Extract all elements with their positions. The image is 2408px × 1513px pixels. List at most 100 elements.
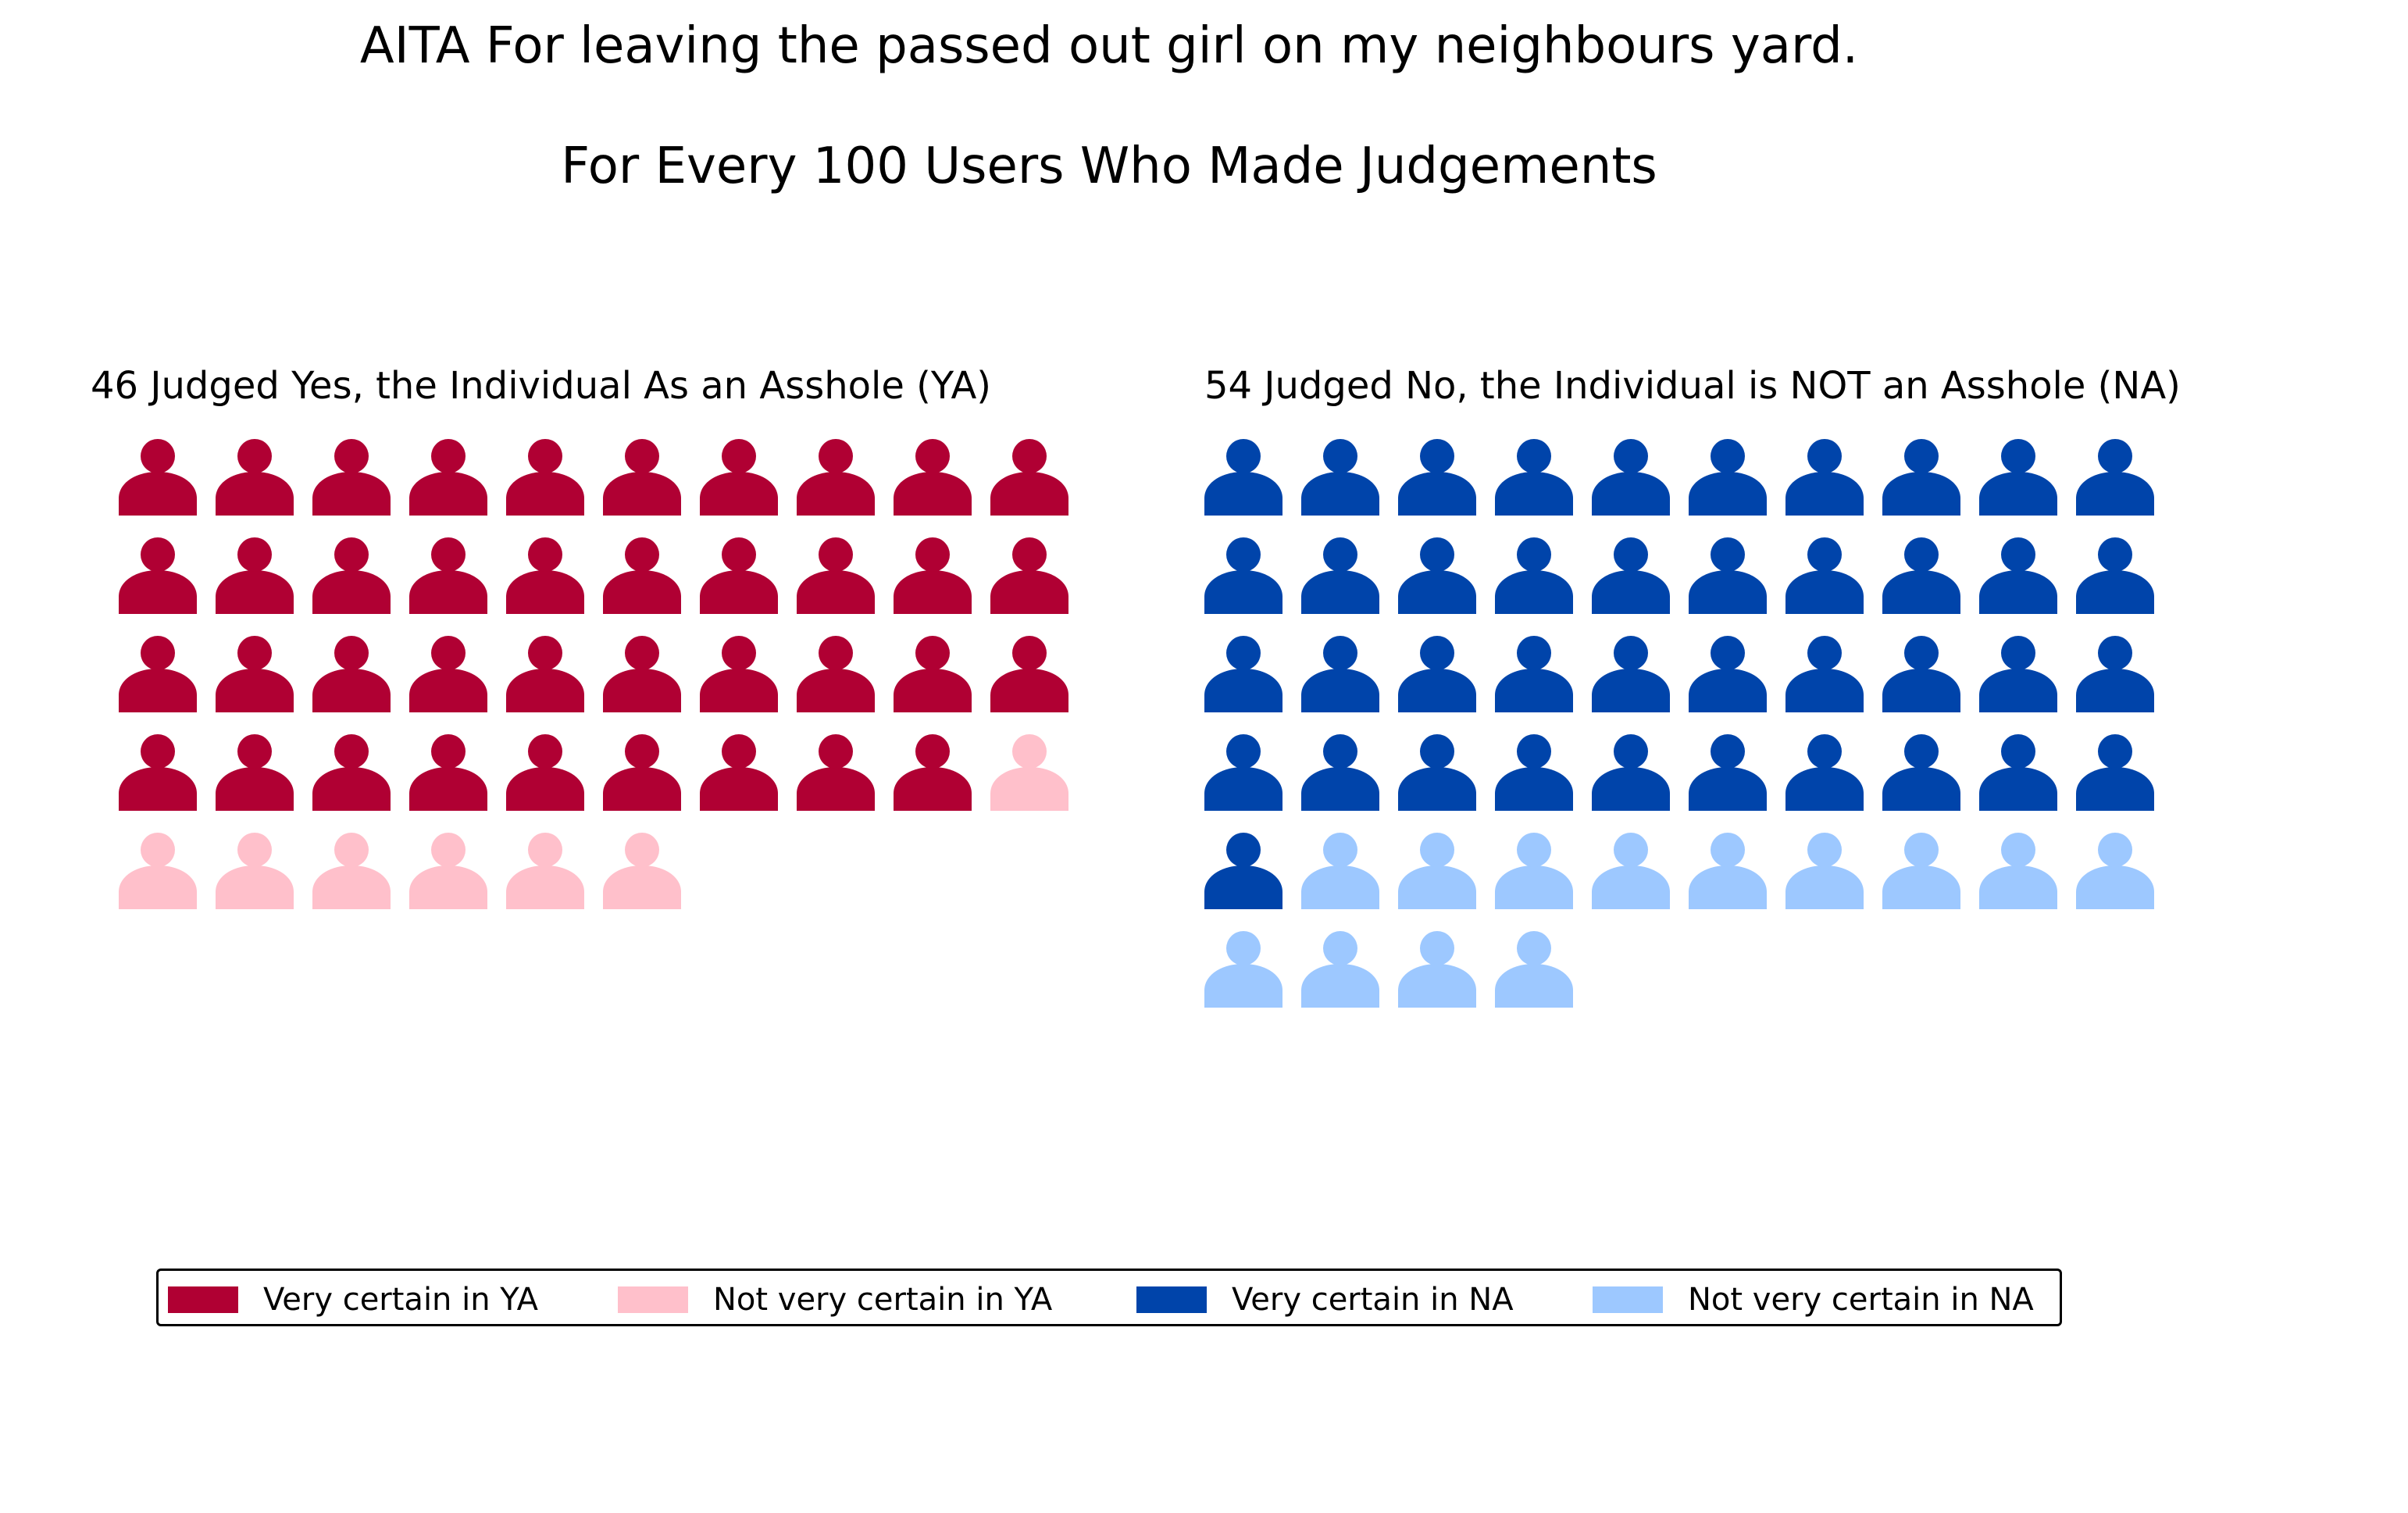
person-icon <box>894 439 972 516</box>
waffle-na <box>1204 439 2154 1008</box>
person-icon <box>603 537 681 614</box>
legend-swatch <box>168 1286 238 1313</box>
chart-subtitle: For Every 100 Users Who Made Judgements <box>561 137 1657 195</box>
person-icon <box>1204 734 1282 811</box>
legend-label: Very certain in NA <box>1232 1282 1514 1318</box>
person-icon <box>1882 537 1960 614</box>
legend-item-very-certain-na: Very certain in NA <box>1136 1271 1514 1329</box>
person-icon <box>1882 833 1960 909</box>
person-icon <box>2076 636 2154 712</box>
person-icon <box>1495 734 1573 811</box>
person-icon <box>1979 833 2057 909</box>
person-icon <box>1398 636 1476 712</box>
person-icon <box>1882 636 1960 712</box>
person-icon <box>506 537 584 614</box>
person-icon <box>409 833 487 909</box>
person-icon <box>1882 439 1960 516</box>
person-icon <box>1785 537 1864 614</box>
person-icon <box>409 439 487 516</box>
person-icon <box>797 734 875 811</box>
person-icon <box>1592 537 1670 614</box>
person-icon <box>1495 439 1573 516</box>
person-icon <box>894 734 972 811</box>
person-icon <box>1204 636 1282 712</box>
person-icon <box>409 537 487 614</box>
person-icon <box>312 636 391 712</box>
person-icon <box>1204 931 1282 1008</box>
legend-label: Not very certain in NA <box>1688 1282 2034 1318</box>
person-icon <box>119 439 197 516</box>
person-icon <box>1979 636 2057 712</box>
person-icon <box>216 537 294 614</box>
person-icon <box>603 734 681 811</box>
person-icon <box>1398 931 1476 1008</box>
person-icon <box>2076 439 2154 516</box>
person-icon <box>506 636 584 712</box>
person-icon <box>2076 833 2154 909</box>
person-icon <box>1398 439 1476 516</box>
person-icon <box>1689 636 1767 712</box>
legend-item-not-very-certain-na: Not very certain in NA <box>1593 1271 2034 1329</box>
panel-title-ya: 46 Judged Yes, the Individual As an Assh… <box>91 364 992 408</box>
person-icon <box>1592 439 1670 516</box>
waffle-ya <box>119 439 1068 909</box>
person-icon <box>1785 439 1864 516</box>
legend-label: Not very certain in YA <box>713 1282 1053 1318</box>
person-icon <box>1689 439 1767 516</box>
person-icon <box>1689 537 1767 614</box>
person-icon <box>1204 439 1282 516</box>
person-icon <box>506 734 584 811</box>
person-icon <box>312 537 391 614</box>
person-icon <box>1204 833 1282 909</box>
person-icon <box>312 833 391 909</box>
person-icon <box>603 833 681 909</box>
person-icon <box>990 439 1068 516</box>
person-icon <box>1398 734 1476 811</box>
person-icon <box>119 636 197 712</box>
person-icon <box>1495 931 1573 1008</box>
person-icon <box>506 833 584 909</box>
person-icon <box>990 537 1068 614</box>
chart-title: AITA For leaving the passed out girl on … <box>359 17 1859 75</box>
person-icon <box>119 833 197 909</box>
person-icon <box>797 439 875 516</box>
person-icon <box>506 439 584 516</box>
person-icon <box>216 734 294 811</box>
person-icon <box>700 636 778 712</box>
person-icon <box>2076 537 2154 614</box>
person-icon <box>1495 636 1573 712</box>
person-icon <box>216 636 294 712</box>
person-icon <box>2076 734 2154 811</box>
person-icon <box>216 439 294 516</box>
person-icon <box>1301 537 1379 614</box>
person-icon <box>312 734 391 811</box>
legend-item-very-certain-ya: Very certain in YA <box>168 1271 538 1329</box>
person-icon <box>894 636 972 712</box>
person-icon <box>1979 734 2057 811</box>
person-icon <box>1592 636 1670 712</box>
person-icon <box>603 636 681 712</box>
person-icon <box>1592 833 1670 909</box>
person-icon <box>1301 636 1379 712</box>
person-icon <box>990 636 1068 712</box>
person-icon <box>119 734 197 811</box>
person-icon <box>312 439 391 516</box>
person-icon <box>1398 537 1476 614</box>
legend-swatch <box>1136 1286 1207 1313</box>
legend-label: Very certain in YA <box>263 1282 538 1318</box>
person-icon <box>1882 734 1960 811</box>
person-icon <box>797 636 875 712</box>
person-icon <box>700 537 778 614</box>
person-icon <box>409 734 487 811</box>
person-icon <box>700 734 778 811</box>
person-icon <box>797 537 875 614</box>
person-icon <box>216 833 294 909</box>
person-icon <box>1301 734 1379 811</box>
legend-swatch <box>1593 1286 1663 1313</box>
person-icon <box>1495 537 1573 614</box>
person-icon <box>1592 734 1670 811</box>
person-icon <box>1785 636 1864 712</box>
legend-swatch <box>618 1286 688 1313</box>
person-icon <box>1495 833 1573 909</box>
person-icon <box>1689 833 1767 909</box>
